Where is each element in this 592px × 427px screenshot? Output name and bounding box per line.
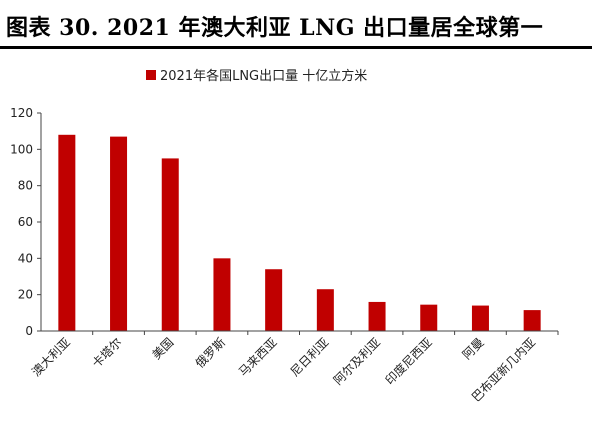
y-tick-label: 100	[10, 142, 33, 156]
legend-label: 2021年各国LNG出口量 十亿立方米	[160, 68, 367, 84]
x-tick-label: 阿曼	[460, 335, 487, 362]
bar	[523, 310, 541, 331]
bar	[58, 134, 76, 331]
y-tick-label: 0	[25, 324, 33, 338]
bar	[161, 158, 179, 331]
x-tick-label: 美国	[149, 335, 176, 362]
figure-title: 图表 30. 2021 年澳大利亚 LNG 出口量居全球第一	[6, 15, 544, 41]
y-tick-label: 60	[18, 215, 33, 229]
title-rule	[0, 46, 592, 49]
bar	[265, 269, 283, 331]
x-tick-label: 尼日利亚	[288, 335, 332, 379]
x-tick-label: 俄罗斯	[193, 335, 228, 370]
bar	[368, 301, 386, 331]
y-tick-label: 120	[10, 106, 33, 120]
bar	[420, 304, 438, 331]
x-tick-label: 卡塔尔	[89, 335, 125, 371]
x-tick-label: 阿尔及利亚	[330, 335, 383, 388]
bar	[213, 258, 231, 331]
bar	[316, 289, 334, 331]
bar	[471, 305, 489, 331]
y-tick-label: 80	[18, 179, 33, 193]
legend-swatch	[146, 70, 156, 80]
y-tick-label: 20	[18, 288, 33, 302]
x-tick-label: 澳大利亚	[29, 335, 73, 379]
bars	[58, 134, 541, 331]
legend: 2021年各国LNG出口量 十亿立方米	[146, 68, 367, 84]
x-tick-label: 马来西亚	[236, 335, 280, 379]
y-tick-label: 40	[18, 251, 33, 265]
y-axis: 0 20 40 60 80 100 120	[10, 106, 42, 338]
x-tick-label: 印度尼西亚	[382, 335, 435, 388]
bar	[110, 136, 128, 331]
